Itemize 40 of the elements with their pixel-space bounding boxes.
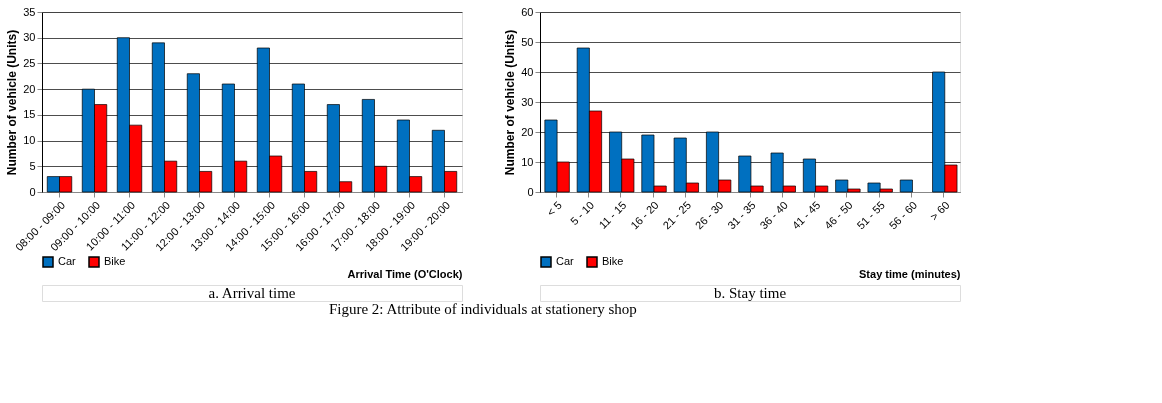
y-tick-label: 35 <box>23 5 36 18</box>
legend-label: Car <box>556 255 575 267</box>
y-tick-label: 60 <box>521 5 534 18</box>
x-tick-label: 16 - 20 <box>628 198 661 232</box>
x-tick-label: 51 - 55 <box>854 198 888 232</box>
x-tick-label: 56 - 60 <box>886 198 920 232</box>
y-tick-label: 20 <box>521 125 534 138</box>
x-tick-label: < 5 <box>544 198 564 219</box>
y-tick-label: 15 <box>23 108 36 121</box>
y-tick-label: 40 <box>521 65 534 78</box>
y-axis-title: Number of vehicle (Units) <box>5 29 20 176</box>
y-tick-label: 30 <box>23 31 36 44</box>
text: a. Arrival time <box>208 285 296 301</box>
x-tick-label: 26 - 30 <box>692 198 726 232</box>
bar <box>899 179 913 193</box>
caption: Figure 2: Attribute of individuals at stationery shop <box>328 300 637 317</box>
legend-label: Bike <box>104 255 126 267</box>
x-tick-label: 46 - 50 <box>822 198 855 232</box>
y-tick-label: 25 <box>23 56 36 69</box>
y-tick-label: 10 <box>23 134 36 147</box>
y-tick-label: 0 <box>29 185 36 198</box>
y-tick-label: 5 <box>29 159 36 172</box>
x-tick-label: 5 - 10 <box>567 198 597 228</box>
x-tick-label: 21 - 25 <box>660 198 694 232</box>
legend-label: Bike <box>602 255 624 267</box>
x-tick-label: 11 - 15 <box>596 198 629 231</box>
y-tick-label: 20 <box>23 82 36 95</box>
y-tick-label: 50 <box>521 35 534 48</box>
x-axis-title: Arrival Time (O'Clock) <box>347 267 463 280</box>
x-tick-label: > 60 <box>927 198 952 223</box>
x-tick-label: 36 - 40 <box>757 198 791 232</box>
x-axis-title: Stay time (minutes) <box>859 267 961 280</box>
y-axis-title: Number of vehicle (Units) <box>503 29 518 176</box>
x-tick-label: 31 - 35 <box>725 198 758 232</box>
x-tick-label: 41 - 45 <box>789 198 823 232</box>
y-tick-label: 10 <box>521 155 534 168</box>
y-tick-label: 30 <box>521 95 534 108</box>
legend-label: Car <box>58 255 77 267</box>
text: b. Stay time <box>713 285 787 301</box>
y-tick-label: 0 <box>527 185 534 198</box>
